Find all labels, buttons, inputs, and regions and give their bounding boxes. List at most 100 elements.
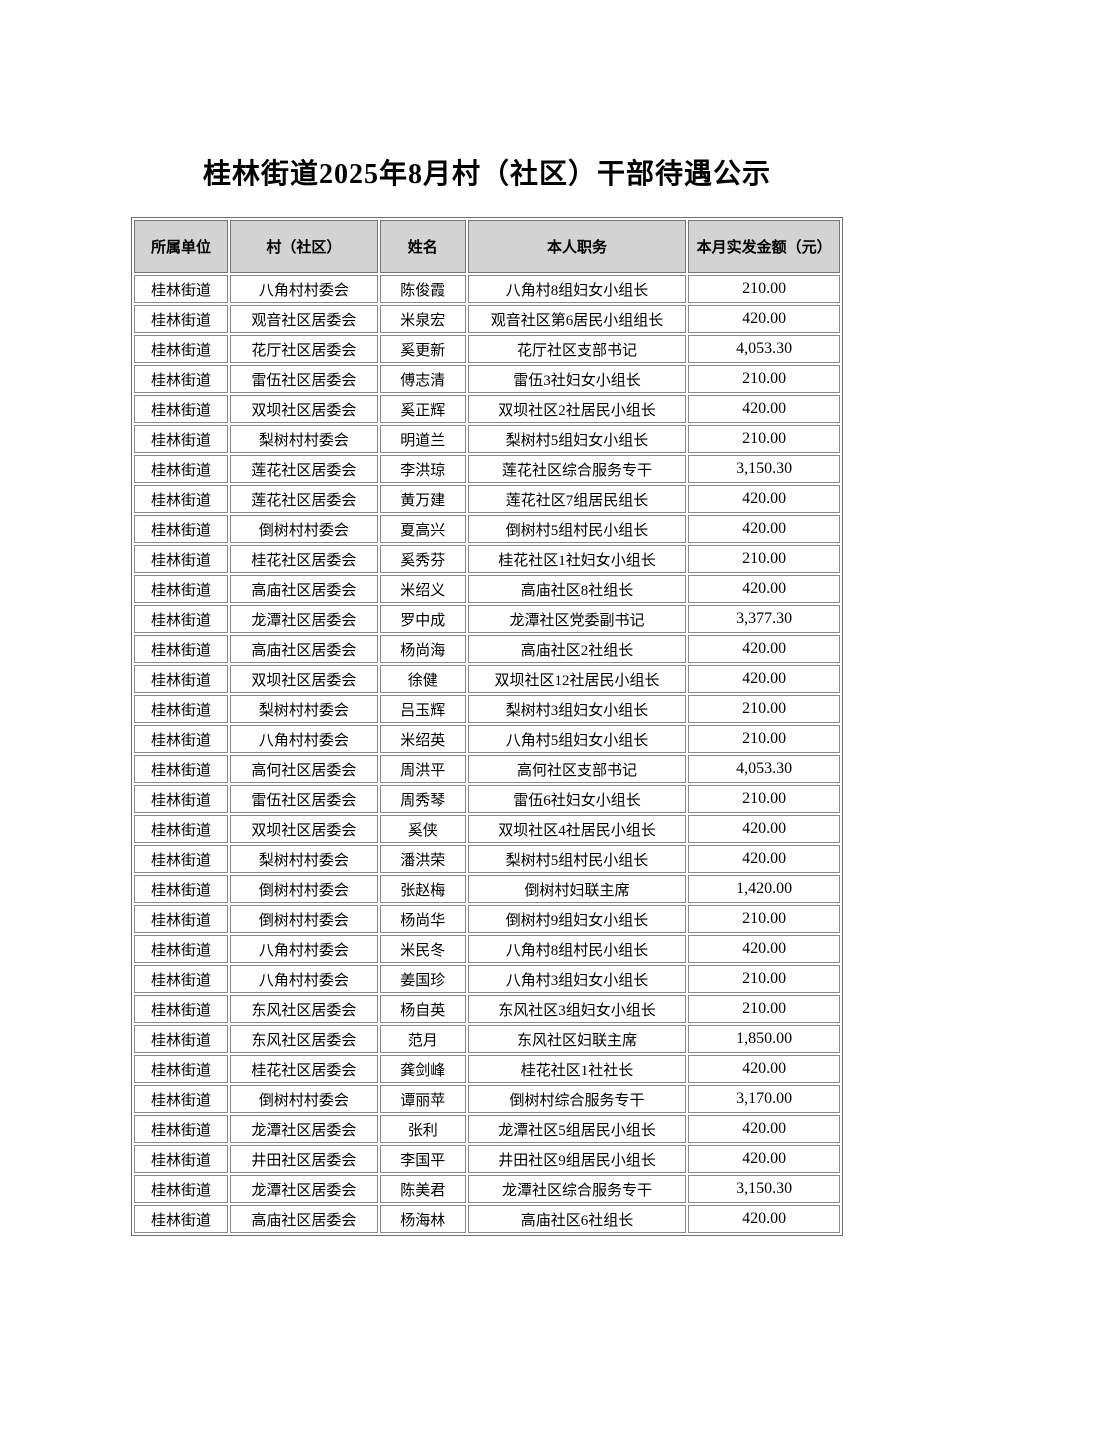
- cell-unit: 桂林街道: [134, 335, 229, 363]
- cell-unit: 桂林街道: [134, 455, 229, 483]
- cell-village: 桂花社区居委会: [230, 545, 378, 573]
- cell-name: 陈美君: [379, 1175, 466, 1203]
- cell-village: 八角村村委会: [230, 725, 378, 753]
- table-row: 桂林街道 雷伍社区居委会 周秀琴 雷伍6社妇女小组长 210.00: [134, 785, 840, 813]
- cell-unit: 桂林街道: [134, 935, 229, 963]
- cell-unit: 桂林街道: [134, 845, 229, 873]
- page-title: 桂林街道2025年8月村（社区）干部待遇公示: [202, 159, 771, 190]
- cell-village: 花厅社区居委会: [230, 335, 378, 363]
- table-row: 桂林街道 倒树村村委会 谭丽苹 倒树村综合服务专干 3,170.00: [134, 1085, 840, 1113]
- table-body: 桂林街道 八角村村委会 陈俊霞 八角村8组妇女小组长 210.00 桂林街道 观音社区居委会…: [134, 275, 840, 1233]
- cell-position: 倒树村5组村民小组长: [467, 515, 687, 543]
- cell-unit: 桂林街道: [134, 515, 229, 543]
- cell-village: 桂花社区居委会: [230, 1055, 378, 1083]
- cell-amount: 420.00: [688, 635, 840, 663]
- cell-village: 倒树村村委会: [230, 1085, 378, 1113]
- table-row: 桂林街道 倒树村村委会 杨尚华 倒树村9组妇女小组长 210.00: [134, 905, 840, 933]
- cell-position: 倒树村妇联主席: [467, 875, 687, 903]
- cell-position: 东风社区妇联主席: [467, 1025, 687, 1053]
- cell-unit: 桂林街道: [134, 995, 229, 1023]
- cell-amount: 420.00: [688, 1145, 840, 1173]
- cell-village: 倒树村村委会: [230, 905, 378, 933]
- cell-unit: 桂林街道: [134, 545, 229, 573]
- cell-unit: 桂林街道: [134, 1025, 229, 1053]
- cell-name: 周洪平: [379, 755, 466, 783]
- table-row: 桂林街道 龙潭社区居委会 罗中成 龙潭社区党委副书记 3,377.30: [134, 605, 840, 633]
- cell-amount: 420.00: [688, 815, 840, 843]
- cell-amount: 210.00: [688, 275, 840, 303]
- cell-name: 明道兰: [379, 425, 466, 453]
- table-row: 桂林街道 井田社区居委会 李国平 井田社区9组居民小组长 420.00: [134, 1145, 840, 1173]
- cell-unit: 桂林街道: [134, 605, 229, 633]
- cell-name: 李洪琼: [379, 455, 466, 483]
- cell-position: 花厅社区支部书记: [467, 335, 687, 363]
- cell-name: 潘洪荣: [379, 845, 466, 873]
- table-row: 桂林街道 倒树村村委会 夏高兴 倒树村5组村民小组长 420.00: [134, 515, 840, 543]
- table-row: 桂林街道 倒树村村委会 张赵梅 倒树村妇联主席 1,420.00: [134, 875, 840, 903]
- cell-name: 范月: [379, 1025, 466, 1053]
- cell-village: 龙潭社区居委会: [230, 1175, 378, 1203]
- cell-amount: 420.00: [688, 485, 840, 513]
- cell-position: 双坝社区12社居民小组长: [467, 665, 687, 693]
- cell-village: 东风社区居委会: [230, 995, 378, 1023]
- cell-position: 高何社区支部书记: [467, 755, 687, 783]
- cell-name: 傅志清: [379, 365, 466, 393]
- cell-name: 黄万建: [379, 485, 466, 513]
- cell-unit: 桂林街道: [134, 905, 229, 933]
- table-row: 桂林街道 双坝社区居委会 徐健 双坝社区12社居民小组长 420.00: [134, 665, 840, 693]
- cell-amount: 420.00: [688, 665, 840, 693]
- table-row: 桂林街道 龙潭社区居委会 张利 龙潭社区5组居民小组长 420.00: [134, 1115, 840, 1143]
- cell-name: 姜国珍: [379, 965, 466, 993]
- cell-unit: 桂林街道: [134, 635, 229, 663]
- cell-unit: 桂林街道: [134, 1175, 229, 1203]
- table-row: 桂林街道 梨树村村委会 吕玉辉 梨树村3组妇女小组长 210.00: [134, 695, 840, 723]
- cell-amount: 210.00: [688, 965, 840, 993]
- table-row: 桂林街道 八角村村委会 姜国珍 八角村3组妇女小组长 210.00: [134, 965, 840, 993]
- cell-position: 莲花社区综合服务专干: [467, 455, 687, 483]
- cell-village: 高庙社区居委会: [230, 575, 378, 603]
- cell-position: 桂花社区1社妇女小组长: [467, 545, 687, 573]
- cell-village: 八角村村委会: [230, 965, 378, 993]
- cell-unit: 桂林街道: [134, 485, 229, 513]
- cell-village: 龙潭社区居委会: [230, 605, 378, 633]
- cell-amount: 4,053.30: [688, 335, 840, 363]
- table-row: 桂林街道 双坝社区居委会 奚正辉 双坝社区2社居民小组长 420.00: [134, 395, 840, 423]
- cell-unit: 桂林街道: [134, 365, 229, 393]
- cell-name: 夏高兴: [379, 515, 466, 543]
- table-row: 桂林街道 观音社区居委会 米泉宏 观音社区第6居民小组组长 420.00: [134, 305, 840, 333]
- cell-position: 东风社区3组妇女小组长: [467, 995, 687, 1023]
- cell-name: 吕玉辉: [379, 695, 466, 723]
- cell-amount: 1,850.00: [688, 1025, 840, 1053]
- header-amount: 本月实发金额（元）: [688, 220, 840, 273]
- cell-village: 双坝社区居委会: [230, 395, 378, 423]
- cell-amount: 210.00: [688, 995, 840, 1023]
- table-row: 桂林街道 八角村村委会 米民冬 八角村8组村民小组长 420.00: [134, 935, 840, 963]
- cell-village: 八角村村委会: [230, 275, 378, 303]
- table-row: 桂林街道 莲花社区居委会 黄万建 莲花社区7组居民组长 420.00: [134, 485, 840, 513]
- header-unit: 所属单位: [134, 220, 229, 273]
- cell-unit: 桂林街道: [134, 725, 229, 753]
- cell-unit: 桂林街道: [134, 575, 229, 603]
- cell-village: 八角村村委会: [230, 935, 378, 963]
- cell-name: 杨自英: [379, 995, 466, 1023]
- cell-position: 八角村3组妇女小组长: [467, 965, 687, 993]
- cell-amount: 3,377.30: [688, 605, 840, 633]
- table-row: 桂林街道 桂花社区居委会 奚秀芬 桂花社区1社妇女小组长 210.00: [134, 545, 840, 573]
- cell-amount: 420.00: [688, 1205, 840, 1233]
- cell-village: 双坝社区居委会: [230, 665, 378, 693]
- cell-name: 奚侠: [379, 815, 466, 843]
- cell-amount: 420.00: [688, 305, 840, 333]
- cell-name: 杨尚海: [379, 635, 466, 663]
- cell-unit: 桂林街道: [134, 1085, 229, 1113]
- table-row: 桂林街道 高庙社区居委会 米绍义 高庙社区8社组长 420.00: [134, 575, 840, 603]
- cell-name: 奚正辉: [379, 395, 466, 423]
- cell-amount: 420.00: [688, 395, 840, 423]
- cell-position: 高庙社区8社组长: [467, 575, 687, 603]
- cell-amount: 420.00: [688, 1115, 840, 1143]
- header-position: 本人职务: [467, 220, 687, 273]
- cell-position: 观音社区第6居民小组组长: [467, 305, 687, 333]
- cell-position: 梨树村3组妇女小组长: [467, 695, 687, 723]
- cell-village: 观音社区居委会: [230, 305, 378, 333]
- cell-unit: 桂林街道: [134, 665, 229, 693]
- cell-unit: 桂林街道: [134, 1145, 229, 1173]
